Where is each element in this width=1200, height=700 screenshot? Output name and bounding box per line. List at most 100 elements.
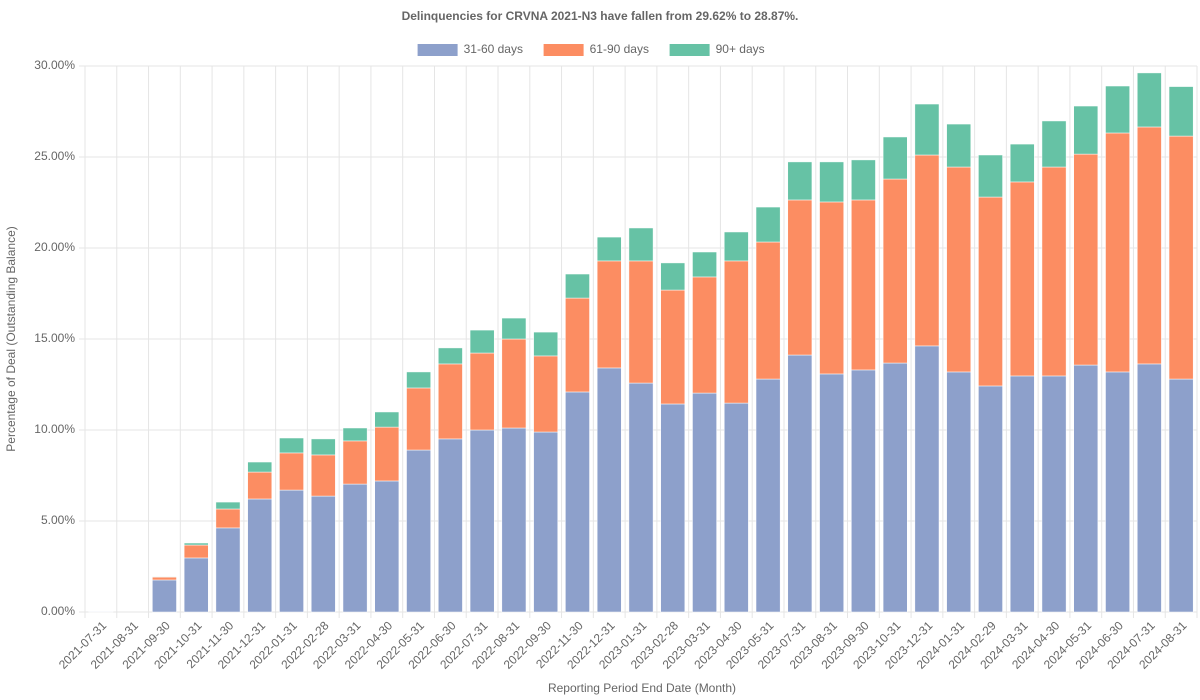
bar-segment — [1073, 153, 1099, 366]
bar-segment — [438, 347, 463, 365]
bar-segment — [469, 352, 495, 431]
bar-segment — [374, 426, 400, 482]
legend-item: 61-90 days — [543, 42, 649, 56]
bar-segment — [596, 260, 622, 369]
bar-segment — [374, 411, 400, 428]
bar-segment — [152, 576, 177, 581]
bar-segment — [946, 371, 972, 613]
bar-segment — [1009, 375, 1035, 613]
bar-segment — [533, 331, 559, 357]
bar-segment — [819, 161, 844, 203]
bar-segment — [978, 385, 1003, 613]
chart-title: Delinquencies for CRVNA 2021-N3 have fal… — [402, 9, 799, 23]
bar-segment — [1041, 166, 1067, 377]
bar-segment — [1073, 105, 1099, 155]
legend-item: 90+ days — [669, 42, 765, 56]
bar-segment — [438, 438, 463, 613]
bar-segment — [628, 382, 654, 613]
bar-segment — [406, 387, 431, 451]
bar-segment — [533, 431, 559, 613]
legend-label: 31-60 days — [464, 42, 523, 56]
bar-segment — [1009, 143, 1035, 183]
legend-swatch — [543, 44, 584, 56]
bar-segment — [946, 123, 972, 168]
bar-segment — [88, 611, 114, 613]
bar-segment — [279, 489, 304, 613]
bar-segment — [978, 196, 1003, 387]
bar-segment — [787, 161, 813, 201]
bar-segment — [755, 206, 781, 243]
legend-swatch — [417, 44, 458, 56]
bar-segment — [183, 557, 209, 613]
bar-segment — [914, 154, 940, 347]
bar-segment — [310, 438, 336, 456]
bar-segment — [882, 362, 908, 613]
bar-segment — [1137, 126, 1162, 365]
bar-segment — [565, 391, 590, 613]
y-tick-label: 20.00% — [34, 240, 75, 254]
bar-segment — [342, 483, 368, 613]
bar-segment — [279, 452, 304, 491]
bar-segment — [882, 136, 908, 180]
bar-segment — [882, 178, 908, 364]
bar-segment — [501, 317, 527, 340]
bar-segment — [723, 402, 749, 613]
bar-segment — [501, 427, 527, 613]
bar-segment — [1168, 86, 1194, 137]
legend-label: 90+ days — [716, 42, 765, 56]
bar-segment — [215, 527, 241, 613]
bar-segment — [851, 159, 876, 201]
bar-segment — [279, 437, 304, 454]
bar-segment — [152, 576, 177, 578]
bar-segment — [755, 241, 781, 380]
legend-item: 31-60 days — [417, 42, 523, 56]
bar-segment — [660, 403, 686, 613]
bar-segment — [406, 371, 431, 389]
bar-segment — [247, 498, 273, 613]
bar-segment — [692, 276, 717, 394]
bar-segment — [1105, 85, 1130, 134]
bar-segment — [723, 231, 749, 262]
y-tick-label: 30.00% — [34, 58, 75, 72]
bar-segment — [215, 501, 241, 510]
bar-segment — [914, 345, 940, 613]
bar-segment — [1137, 72, 1162, 128]
bar-segment — [183, 542, 209, 546]
bar-segment — [787, 199, 813, 356]
bar-segment — [152, 579, 177, 613]
bar-segment — [565, 297, 590, 393]
bar-segment — [723, 260, 749, 404]
bar-segment — [183, 544, 209, 559]
bar-segment — [310, 454, 336, 497]
bar-segment — [1009, 181, 1035, 377]
bar-segment — [310, 495, 336, 613]
x-axis-title: Reporting Period End Date (Month) — [548, 681, 736, 695]
bar-segment — [1105, 132, 1130, 373]
bar-segment — [692, 392, 717, 613]
bar-segment — [596, 367, 622, 613]
y-tick-label: 15.00% — [34, 331, 75, 345]
y-tick-label: 0.00% — [41, 604, 75, 618]
bar-segment — [628, 227, 654, 262]
bar-segment — [1168, 378, 1194, 613]
bar-segment — [533, 355, 559, 433]
bar-segment — [374, 480, 400, 613]
y-tick-label: 5.00% — [41, 513, 75, 527]
bar-segment — [1168, 135, 1194, 380]
y-tick-label: 10.00% — [34, 422, 75, 436]
bar-segment — [1041, 120, 1067, 168]
bar-segment — [660, 289, 686, 405]
bar-segment — [1073, 364, 1099, 613]
bar-segment — [914, 103, 940, 156]
legend-label: 61-90 days — [590, 42, 649, 56]
bar-segment — [1041, 375, 1067, 613]
bar-segment — [1105, 371, 1130, 613]
bar-segment — [501, 338, 527, 429]
bar-segment — [628, 260, 654, 384]
bar-segment — [851, 369, 876, 613]
bar-segment — [215, 508, 241, 529]
bar-segment — [342, 427, 368, 442]
bar-segment — [946, 166, 972, 373]
bar-segment — [406, 449, 431, 613]
bar-segment — [469, 429, 495, 613]
